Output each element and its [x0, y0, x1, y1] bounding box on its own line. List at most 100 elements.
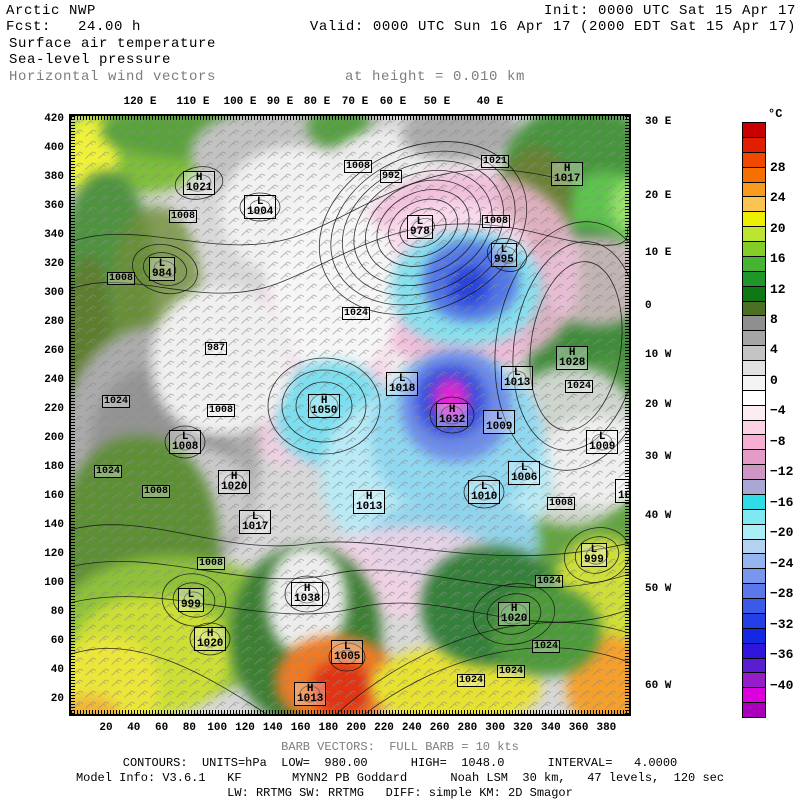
colorbar-cell [743, 523, 765, 539]
pressure-center-label: H 1032 [436, 403, 469, 427]
bottom-col-label: 180 [318, 722, 339, 734]
pressure-center-label: L 1005 [331, 640, 364, 664]
colorbar-tick-label: −40 [770, 677, 794, 693]
colorbar-tick-label: −12 [770, 464, 794, 480]
right-lon-label: 10 E [645, 247, 672, 259]
isobar-contour-layer [71, 141, 629, 714]
isobar-ring [353, 169, 493, 287]
isobar-ring [512, 241, 629, 451]
isobar-ring [153, 260, 177, 278]
colorbar-cell [743, 226, 765, 241]
colorbar-tick-label: 28 [770, 159, 786, 175]
isobar-ring [249, 199, 271, 215]
contour-value-label: 1008 [207, 404, 236, 417]
pressure-center-type: H [230, 471, 238, 483]
pressure-center-label: H1016 [615, 479, 629, 503]
left-row-label: 220 [44, 403, 64, 415]
colorbar-tick-label: −16 [770, 494, 794, 510]
contour-value-label: 1008 [169, 210, 198, 223]
bottom-col-label: 220 [374, 722, 394, 734]
pressure-center-label: H 1021 [183, 171, 216, 195]
pressure-center-type: L [398, 373, 406, 385]
pressure-center-label: H 1017 [551, 162, 584, 186]
isobar-ring [223, 473, 245, 491]
contour-value-label: 992 [380, 170, 403, 183]
left-row-label: 400 [44, 142, 64, 154]
contour-value-label: 1024 [94, 465, 123, 478]
chart-title: Arctic NWP [6, 3, 97, 19]
pressure-center-label: L 1008 [169, 430, 202, 454]
left-row-label: 200 [44, 432, 64, 444]
contour-value-label: 1024 [342, 307, 371, 320]
pressure-center-type: L [598, 431, 606, 443]
pressure-center-value: 1004 [247, 206, 274, 218]
isobar-ring [164, 425, 206, 459]
colorbar-cell [743, 166, 765, 182]
isobar-ring [392, 376, 412, 392]
colorbar-cell [743, 687, 765, 703]
right-lon-label: 30 W [645, 451, 672, 463]
contour-value-label: 987 [205, 342, 228, 355]
physics-info: LW: RRTMG SW: RRTMG DIFF: simple KM: 2D … [227, 786, 573, 800]
colorbar-cell [743, 315, 765, 331]
pressure-center-type: L [251, 511, 259, 523]
colorbar-cell [743, 255, 765, 271]
bottom-col-label: 40 [127, 722, 141, 734]
isobar-ring [199, 630, 221, 648]
pressure-center-type: L [513, 367, 521, 379]
left-row-label: 120 [44, 548, 64, 560]
pressure-center-value: 978 [410, 226, 430, 238]
pressure-center-value: 1016 [618, 490, 629, 502]
colorbar-cell [743, 270, 765, 286]
pressure-center-value: 1018 [389, 383, 416, 395]
left-row-label: 60 [50, 635, 64, 647]
pressure-center-type: L [158, 258, 166, 270]
top-lon-label: 60 E [379, 96, 407, 108]
colorbar-cell [743, 538, 765, 554]
colorbar-cell [743, 702, 765, 717]
pressure-center-type: L [181, 431, 189, 443]
pressure-center-value: 1038 [294, 593, 321, 605]
isobar-ring [183, 591, 205, 609]
pressure-center-label: H 1028 [556, 346, 589, 370]
pressure-center-type: L [590, 544, 598, 556]
isobar-ring [514, 465, 534, 481]
colorbar-cell [743, 123, 765, 137]
contour-value-label: 1024 [532, 640, 561, 653]
pressure-center-type: H [365, 491, 373, 503]
isobar-ring [529, 261, 623, 431]
field-label-temperature: Surface air temperature [9, 36, 217, 52]
contour-value-label: 1021 [481, 155, 510, 168]
colorbar-cell [743, 672, 765, 688]
isobar-curve [364, 647, 629, 714]
pressure-center-value: 1028 [559, 357, 586, 369]
colorbar-tick-label: −36 [770, 647, 794, 663]
pressure-center-value: 1013 [297, 693, 324, 705]
pressure-center-label: L 995 [491, 243, 517, 267]
pressure-center-value: 1009 [589, 441, 616, 453]
isobar-ring [174, 433, 196, 451]
colorbar-cell [743, 330, 765, 346]
left-row-label: 140 [44, 519, 64, 531]
isobar-ring [376, 189, 470, 267]
left-row-label: 320 [44, 258, 64, 270]
bottom-col-label: 140 [262, 722, 283, 734]
isobar-ring [295, 381, 353, 431]
isobar-ring [411, 217, 435, 239]
right-lon-label: 20 E [645, 190, 672, 202]
left-row-label: 260 [44, 345, 64, 357]
colorbar-tick-label: 0 [770, 372, 778, 388]
pressure-center-label: L 1004 [244, 195, 277, 219]
isobar-ring [473, 483, 495, 501]
contour-value-label: 1008 [547, 497, 576, 510]
isobar-ring [440, 405, 464, 425]
isobar-ring [494, 221, 629, 471]
model-info: Model Info: V3.6.1 KF MYNN2 PB Goddard N… [75, 771, 725, 785]
isobar-ring [245, 514, 265, 530]
isobar-curve [335, 622, 629, 714]
pressure-center-label: H 1020 [498, 602, 531, 626]
isobar-ring [161, 573, 227, 627]
isobar-ring [172, 582, 216, 618]
pressure-center-label: H 1013 [353, 490, 386, 514]
pressure-center-value: 1005 [334, 651, 361, 663]
